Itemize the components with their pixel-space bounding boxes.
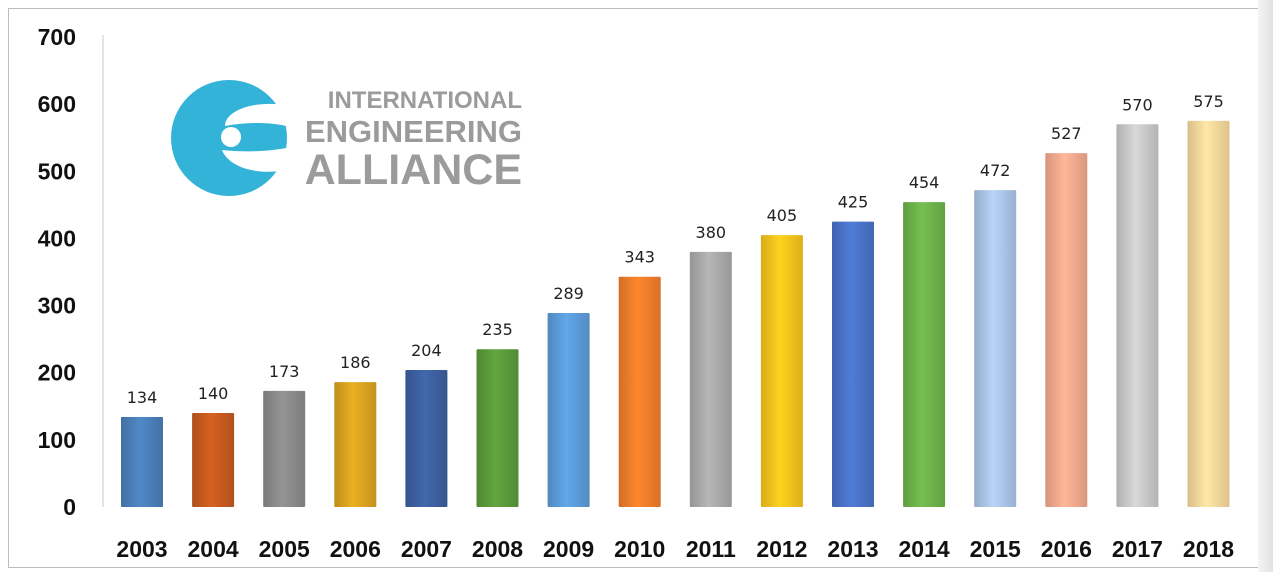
data-label-2013: 425	[838, 193, 869, 212]
data-label-2007: 204	[411, 341, 442, 360]
logo: INTERNATIONAL ENGINEERING ALLIANCE	[171, 80, 522, 196]
y-tick-label: 300	[38, 293, 76, 319]
x-tick-labels: 2003 2004 2005 2006 2007 2008 2009 2010 2011 2012…	[116, 536, 1234, 562]
data-label-2005: 173	[269, 362, 300, 381]
data-label-2003: 134	[127, 388, 158, 407]
data-label-2014: 454	[909, 173, 940, 192]
bar-2012	[760, 235, 803, 508]
data-label-2008: 235	[482, 320, 513, 339]
bar-2014	[903, 202, 946, 507]
x-tick-label-2012: 2012	[756, 536, 807, 562]
bar-2017	[1116, 124, 1159, 508]
x-tick-label-2003: 2003	[116, 536, 167, 562]
y-tick-label: 600	[38, 91, 76, 117]
bar-2007	[405, 370, 448, 507]
x-tick-label-2005: 2005	[259, 536, 310, 562]
data-label-2011: 380	[696, 223, 727, 242]
data-label-2004: 140	[198, 384, 229, 403]
data-label-2009: 289	[553, 284, 584, 303]
data-label-2015: 472	[980, 161, 1011, 180]
bar-2004	[192, 413, 235, 507]
bar-2011	[689, 251, 732, 507]
chart-right-edge	[1258, 0, 1273, 572]
y-tick-label: 700	[38, 24, 76, 50]
bars	[121, 120, 1230, 508]
bar-2008	[476, 349, 519, 507]
x-tick-label-2010: 2010	[614, 536, 665, 562]
data-label-2016: 527	[1051, 124, 1082, 143]
x-tick-label-2011: 2011	[686, 536, 736, 562]
y-tick-label: 100	[38, 427, 76, 453]
x-tick-label-2004: 2004	[188, 536, 239, 562]
x-tick-label-2006: 2006	[330, 536, 381, 562]
bar-2013	[832, 221, 874, 507]
data-label-2012: 405	[767, 206, 798, 225]
x-tick-label-2008: 2008	[472, 536, 523, 562]
x-tick-label-2018: 2018	[1183, 536, 1234, 562]
x-tick-label-2013: 2013	[827, 536, 878, 562]
y-tick-label: 0	[63, 494, 76, 520]
data-labels: 134 140 173 186 204 235 289 343 380 405 425 454 472 5…	[127, 92, 1224, 407]
data-label-2018: 575	[1193, 92, 1224, 111]
y-tick-label: 400	[38, 225, 76, 251]
bar-2005	[263, 390, 306, 507]
bar-2010	[618, 276, 661, 507]
x-tick-label-2009: 2009	[543, 536, 594, 562]
data-label-2010: 343	[624, 248, 655, 267]
data-label-2006: 186	[340, 353, 371, 372]
bar-2018	[1187, 120, 1230, 507]
bar-2015	[974, 190, 1017, 508]
bar-2009	[547, 312, 590, 507]
y-tick-label: 200	[38, 360, 76, 386]
y-tick-labels: 0 100 200 300 400 500 600 700	[38, 24, 76, 520]
x-tick-label-2016: 2016	[1041, 536, 1092, 562]
x-tick-label-2015: 2015	[970, 536, 1021, 562]
bar-2006	[334, 382, 377, 507]
x-tick-label-2017: 2017	[1112, 536, 1163, 562]
logo-text-line3: ALLIANCE	[305, 146, 522, 194]
bar-2016	[1045, 153, 1088, 507]
logo-text-line1: INTERNATIONAL	[328, 87, 522, 114]
x-tick-label-2007: 2007	[401, 536, 452, 562]
bar-2003	[121, 417, 163, 507]
x-tick-label-2014: 2014	[899, 536, 950, 562]
logo-text-line2: ENGINEERING	[305, 114, 522, 149]
y-tick-label: 500	[38, 158, 76, 184]
data-label-2017: 570	[1122, 95, 1153, 114]
engineering-alliance-logo-icon	[171, 80, 287, 196]
